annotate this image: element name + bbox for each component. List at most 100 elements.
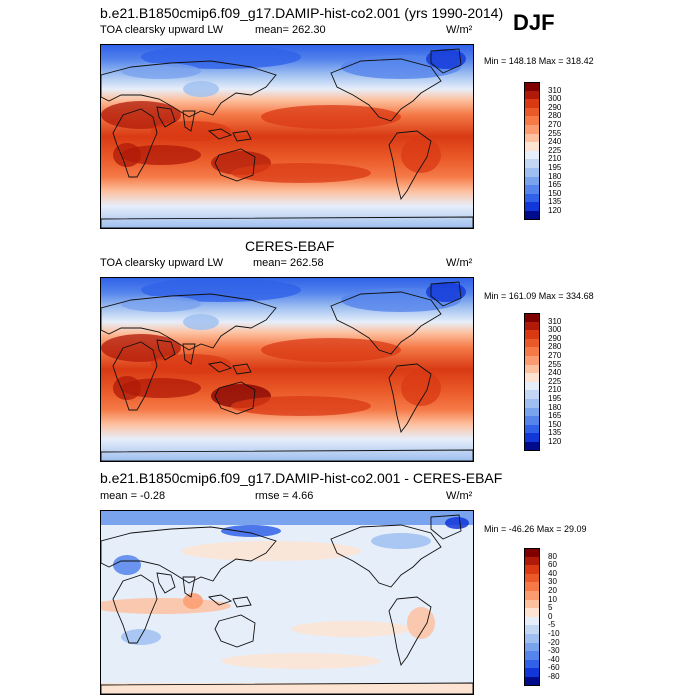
panel3-colorbar: [524, 548, 540, 687]
coastline: [214, 614, 256, 648]
coastline: [101, 60, 277, 118]
colorbar-tick-label: 165: [548, 411, 562, 421]
panel1-map: [100, 44, 474, 229]
colorbar-tick-label: 180: [548, 171, 562, 181]
coastline: [101, 449, 473, 461]
panel3-rmse-label: rmse = 4.66: [255, 490, 314, 502]
map-field-blob: [445, 517, 469, 529]
map-field-blob: [426, 282, 466, 302]
coastline: [388, 130, 432, 201]
colorbar-tick-label: -60: [548, 663, 560, 673]
colorbar-tick-label: 270: [548, 351, 562, 360]
map-field-blob: [121, 145, 201, 165]
panel2-mean-label: mean= 262.58: [253, 257, 324, 269]
colorbar-tick-label: 180: [548, 402, 562, 412]
colorbar-tick-label: 255: [548, 359, 562, 369]
coastline: [182, 110, 196, 132]
colorbar-tick-label: 80: [548, 551, 557, 561]
map-field-blob: [121, 629, 161, 645]
coastline: [156, 339, 176, 361]
colorbar-tick-label: 135: [548, 428, 562, 438]
coastline: [330, 58, 442, 122]
map-field-blob: [183, 314, 219, 330]
colorbar-tick-label: 20: [548, 586, 557, 595]
colorbar-tick-label: 195: [548, 394, 562, 403]
colorbar-tick-label: -30: [548, 646, 560, 656]
colorbar-tick-label: -80: [548, 672, 560, 681]
coastline: [207, 361, 233, 373]
coastline: [214, 381, 256, 415]
colorbar-tick-label: 150: [548, 419, 562, 429]
panel1-mean-label: mean= 262.30: [255, 24, 326, 36]
map-field-blob: [426, 49, 466, 69]
map-field-blob: [407, 607, 435, 639]
colorbar-frame: [524, 548, 540, 686]
coastline: [112, 341, 158, 411]
coastline: [156, 572, 176, 594]
map-field-blob: [181, 541, 361, 561]
panel3-units-label: W/m²: [446, 490, 473, 502]
colorbar-tick-label: 270: [548, 120, 562, 129]
panel2-map-plot: [101, 278, 473, 461]
colorbar-tick-label: 0: [548, 611, 553, 621]
map-field-blob: [183, 81, 219, 97]
coastline: [101, 293, 277, 351]
map-field-blob: [221, 525, 281, 537]
panel2-variable-label: TOA clearsky upward LW: [100, 257, 224, 269]
coastline: [112, 108, 158, 178]
colorbar-tick-label: 195: [548, 163, 562, 172]
colorbar-tick-label: 280: [548, 111, 562, 121]
coastline: [182, 343, 196, 365]
panel2-map: [100, 277, 474, 462]
map-field-blob: [261, 105, 401, 129]
colorbar-tick-label: 290: [548, 102, 562, 112]
panel2-units-label: W/m²: [446, 257, 473, 269]
coastline: [330, 524, 442, 588]
panel3-title: b.e21.B1850cmip6.f09_g17.DAMIP-hist-co2.…: [100, 470, 503, 486]
coastline: [156, 106, 176, 128]
coastline: [101, 526, 277, 584]
colorbar-tick-label: 60: [548, 560, 557, 570]
panel2-min-max: Min = 161.09 Max = 334.68: [484, 291, 594, 301]
coastline: [388, 596, 432, 667]
map-field-blob: [121, 63, 201, 79]
season-label: DJF: [513, 10, 555, 35]
panel1-title: b.e21.B1850cmip6.f09_g17.DAMIP-hist-co2.…: [100, 5, 504, 21]
panel1-map-plot: [101, 45, 473, 228]
colorbar-tick-label: 30: [548, 577, 557, 587]
colorbar-tick-label: 240: [548, 137, 562, 147]
colorbar-tick-label: 210: [548, 385, 562, 395]
panel1-units-label: W/m²: [446, 24, 473, 36]
colorbar-tick-label: 300: [548, 94, 562, 104]
map-field-band: [101, 683, 473, 694]
map-field-blob: [141, 278, 301, 302]
coastline: [214, 148, 256, 182]
colorbar-frame: [524, 82, 540, 220]
colorbar-tick-label: 280: [548, 342, 562, 352]
colorbar-tick-label: 210: [548, 154, 562, 164]
colorbar-tick-label: 225: [548, 145, 562, 155]
panel1-colorbar: [524, 82, 540, 221]
panel2-title: CERES-EBAF: [245, 238, 335, 254]
map-field-blob: [221, 653, 381, 669]
panel3-min-max: Min = -46.26 Max = 29.09: [484, 524, 587, 534]
map-field-blob: [113, 376, 141, 400]
coastline: [388, 363, 432, 434]
map-field-blob: [231, 163, 371, 183]
coastline: [330, 291, 442, 355]
map-field-blob: [231, 396, 371, 416]
coastline: [232, 363, 252, 375]
colorbar-tick-label: 150: [548, 188, 562, 198]
coastline: [101, 216, 473, 228]
colorbar-frame: [524, 313, 540, 451]
colorbar-tick-label: 165: [548, 180, 562, 190]
coastline: [232, 130, 252, 142]
map-field-blob: [401, 137, 441, 173]
panel1-min-max: Min = 148.18 Max = 318.42: [484, 56, 594, 66]
colorbar-tick-label: 310: [548, 85, 562, 95]
map-field-blob: [401, 370, 441, 406]
colorbar-tick-label: 40: [548, 568, 557, 578]
coastline: [430, 48, 462, 74]
map-field-blob: [261, 338, 401, 362]
colorbar-tick-label: 310: [548, 316, 562, 326]
